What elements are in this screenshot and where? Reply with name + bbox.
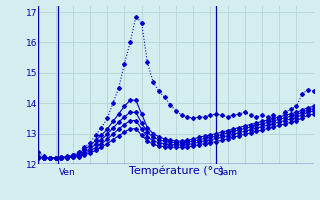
X-axis label: Température (°c): Température (°c) — [129, 165, 223, 176]
Text: Sam: Sam — [217, 168, 237, 177]
Text: Ven: Ven — [59, 168, 76, 177]
